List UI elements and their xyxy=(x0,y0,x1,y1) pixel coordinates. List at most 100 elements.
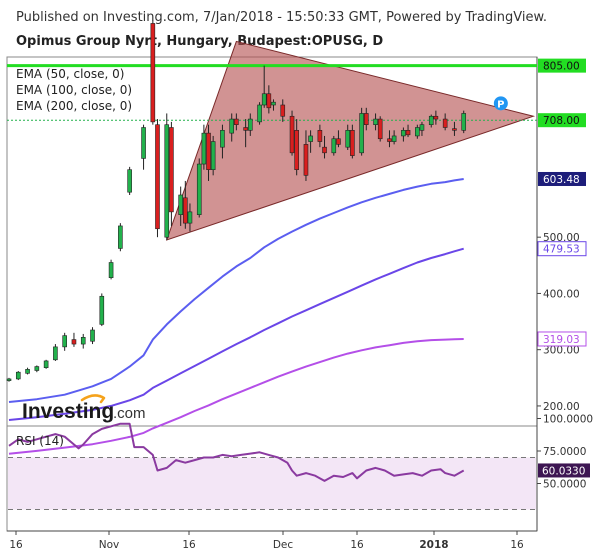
price-tick-label: 400.00 xyxy=(543,288,580,300)
candle-up[interactable] xyxy=(415,127,420,137)
rsi-tick-label: 50.0000 xyxy=(543,479,586,491)
candle-up[interactable] xyxy=(127,169,132,193)
candle-up[interactable] xyxy=(428,115,434,125)
candle-down[interactable] xyxy=(387,138,392,142)
rsi-tick-label: 100.0000 xyxy=(543,414,593,426)
candle-up[interactable] xyxy=(118,225,123,249)
logo-wordmark: Investing xyxy=(22,400,114,423)
candle-down[interactable] xyxy=(452,128,457,131)
candle-up[interactable] xyxy=(53,346,58,361)
candle-up[interactable] xyxy=(15,371,21,380)
candle-up[interactable] xyxy=(201,132,207,165)
candle-up[interactable] xyxy=(187,211,193,224)
tag-ema200-label: 319.03 xyxy=(543,334,580,346)
tag-ema50-label: 603.48 xyxy=(543,174,580,186)
candle-down[interactable] xyxy=(317,130,323,142)
candle-up[interactable] xyxy=(345,130,351,148)
candle-up[interactable] xyxy=(247,118,253,131)
legend-ema100: EMA (100, close, 0) xyxy=(16,83,132,97)
candle-down[interactable] xyxy=(350,130,355,156)
candle-down[interactable] xyxy=(234,118,239,125)
candle-up[interactable] xyxy=(461,113,467,131)
candle-up[interactable] xyxy=(373,118,378,125)
tag-ema100-box xyxy=(537,241,587,257)
candle-up[interactable] xyxy=(401,130,406,137)
triangle-pattern xyxy=(165,40,536,241)
candle-down[interactable] xyxy=(442,118,448,128)
candle-up[interactable] xyxy=(419,124,425,131)
legend-ema200: EMA (200, close, 0) xyxy=(16,99,132,113)
candle-down[interactable] xyxy=(280,104,286,117)
candle-up[interactable] xyxy=(391,135,397,142)
rsi-tick-label: 75.0000 xyxy=(543,446,586,458)
candle-up[interactable] xyxy=(80,337,86,345)
ema100-line xyxy=(8,247,464,421)
candle-up[interactable] xyxy=(331,138,337,154)
candle-down[interactable] xyxy=(150,23,156,123)
candle-up[interactable] xyxy=(261,93,267,106)
candle-down[interactable] xyxy=(71,339,77,345)
logo-suffix: .com xyxy=(113,405,146,422)
tag-805-box xyxy=(538,58,586,73)
candle-down[interactable] xyxy=(405,130,411,136)
candle-up[interactable] xyxy=(99,295,105,325)
candle-up[interactable] xyxy=(34,366,40,371)
time-tick-label: Nov xyxy=(99,539,120,551)
candle-down[interactable] xyxy=(266,93,272,109)
candle-up[interactable] xyxy=(43,360,49,368)
candle-up[interactable] xyxy=(108,262,114,278)
time-tick-label: 16 xyxy=(9,539,23,551)
price-tick-label: 500.00 xyxy=(543,232,580,244)
candle-up[interactable] xyxy=(141,127,146,159)
time-tick-label: 2018 xyxy=(419,539,448,551)
time-tick-label: 16 xyxy=(510,539,524,551)
candle-up[interactable] xyxy=(220,130,225,148)
candle-down[interactable] xyxy=(363,113,369,125)
chart-title: Opimus Group Nyrt, Hungary, Budapest:OPU… xyxy=(16,34,384,49)
pattern-marker-icon[interactable] xyxy=(493,96,508,111)
candle-down[interactable] xyxy=(294,130,299,170)
published-caption: Published on Investing.com, 7/Jan/2018 -… xyxy=(16,10,548,25)
pattern-marker-label: P xyxy=(497,99,504,110)
rsi-plot xyxy=(8,422,536,510)
candle-up[interactable] xyxy=(164,124,170,238)
ema200-line xyxy=(8,338,464,455)
candle-up[interactable] xyxy=(25,369,30,374)
main-plot: P xyxy=(6,20,537,455)
candle-up[interactable] xyxy=(6,378,12,381)
candle-down[interactable] xyxy=(303,144,309,176)
candle-up[interactable] xyxy=(210,141,216,170)
candle-down[interactable] xyxy=(433,115,439,120)
time-tick-label: 16 xyxy=(182,539,196,551)
candle-down[interactable] xyxy=(169,127,174,213)
candle-down[interactable] xyxy=(155,124,160,230)
candle-up[interactable] xyxy=(257,104,262,123)
candle-down[interactable] xyxy=(377,118,383,140)
rsi-title: RSI (14) xyxy=(16,434,64,448)
candle-down[interactable] xyxy=(206,132,211,170)
candle-down[interactable] xyxy=(289,115,295,154)
candle-up[interactable] xyxy=(271,101,276,106)
tag-ema100-label: 479.53 xyxy=(543,244,580,256)
candle-up[interactable] xyxy=(90,329,95,342)
candle-up[interactable] xyxy=(62,335,67,348)
investing-logo: Investing .com xyxy=(22,394,146,423)
price-tick-label: 200.00 xyxy=(543,401,580,413)
logo-swoosh-icon xyxy=(80,394,106,404)
candle-up[interactable] xyxy=(178,194,183,215)
time-tick-label: Dec xyxy=(273,539,294,551)
time-tick-label: 16 xyxy=(350,539,364,551)
candle-up[interactable] xyxy=(308,135,313,142)
candle-down[interactable] xyxy=(183,197,188,224)
candle-up[interactable] xyxy=(359,113,364,154)
rsi-line xyxy=(8,422,465,482)
tag-last-price-label: 708.00 xyxy=(543,115,580,127)
candle-up[interactable] xyxy=(196,163,202,215)
candle-down[interactable] xyxy=(336,138,341,145)
candle-down[interactable] xyxy=(243,127,248,131)
price-tick-label: 300.00 xyxy=(543,345,580,357)
candle-down[interactable] xyxy=(322,146,327,154)
axes: 200.00 300.00 400.00 500.00 805.00 708.00 603.… xyxy=(9,58,593,551)
candle-up[interactable] xyxy=(229,118,235,134)
